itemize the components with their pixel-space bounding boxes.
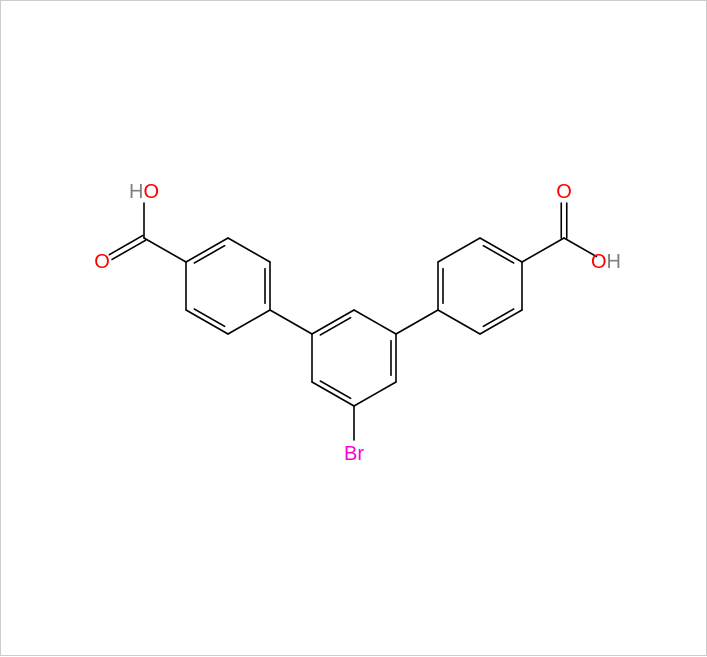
atom-o: OH [591, 252, 621, 272]
atom-o: O [556, 182, 572, 202]
molecule-diagram: Br O HO O OH [0, 0, 707, 656]
atom-o: O [94, 252, 110, 272]
bonds-layer [1, 1, 707, 657]
atom-br: Br [344, 444, 364, 464]
atom-o: HO [129, 182, 159, 202]
